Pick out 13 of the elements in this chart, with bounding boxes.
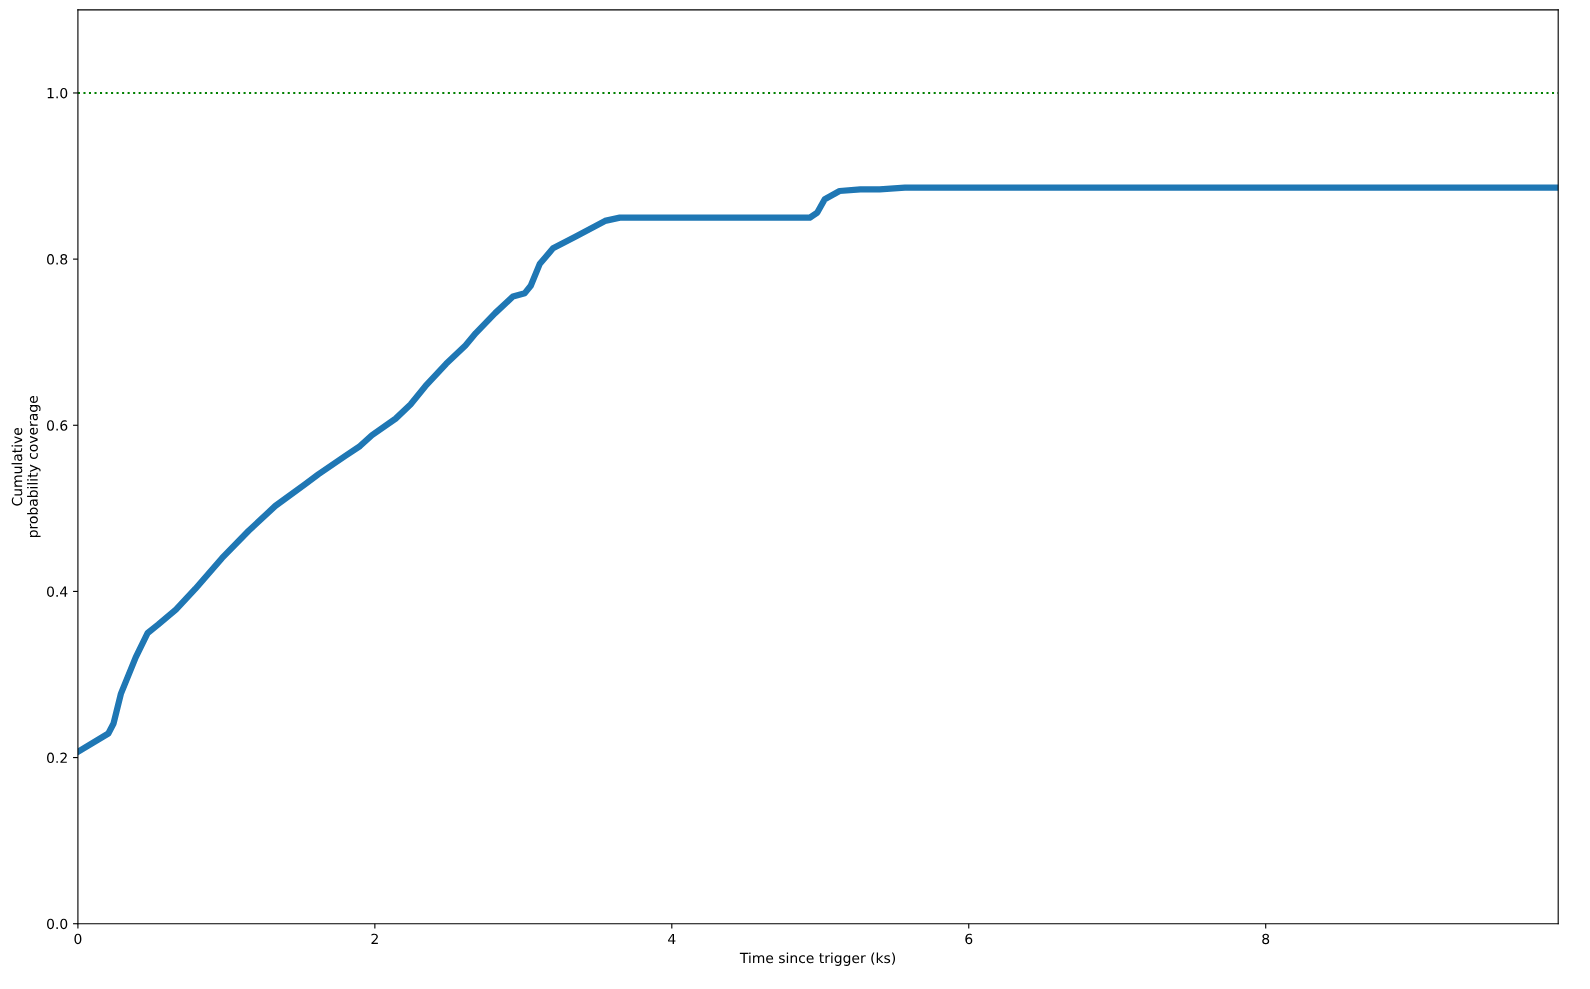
x-axis-title: Time since trigger (ks)	[739, 952, 896, 966]
x-tick-label: 6	[965, 933, 973, 945]
x-tick-label: 0	[74, 933, 82, 945]
y-tick-label: 0.6	[47, 420, 68, 431]
y-axis-title: Cumulative probability coverage	[11, 396, 41, 538]
x-tick-label: 8	[1262, 933, 1270, 945]
y-tick-label: 0.8	[47, 254, 68, 265]
y-tick-label: 0.2	[47, 752, 67, 764]
y-tick-label: 1.0	[47, 87, 68, 99]
y-tick-label: 0.0	[47, 918, 68, 930]
x-tick-label: 4	[668, 933, 676, 944]
y-tick-label: 0.4	[47, 586, 68, 597]
x-tick-label: 2	[371, 933, 378, 944]
